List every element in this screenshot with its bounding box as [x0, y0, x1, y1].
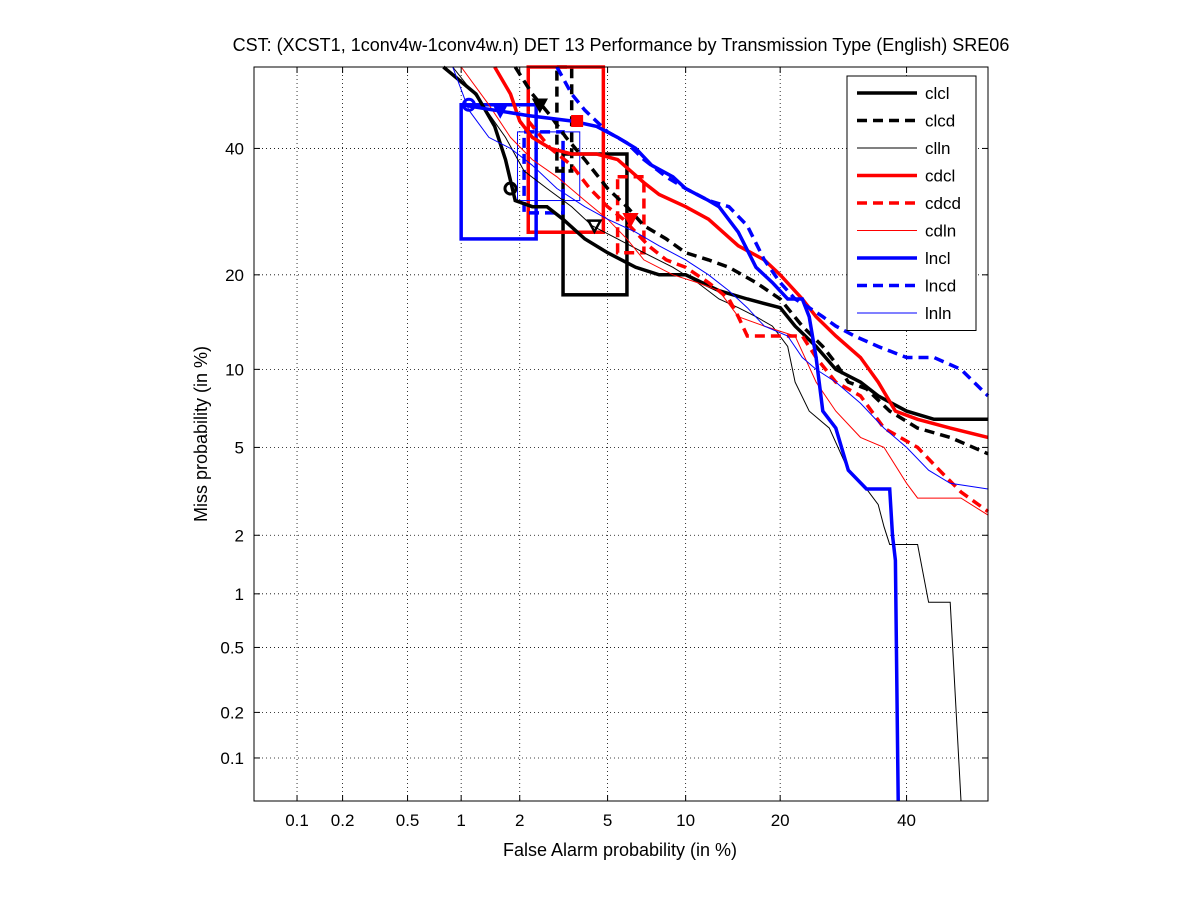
det-point-lncd [492, 103, 509, 119]
legend-label-lncl: lncl [925, 249, 951, 268]
x-tick-label: 2 [515, 811, 524, 830]
x-axis-label: False Alarm probability (in %) [503, 840, 737, 860]
chart-title: CST: (XCST1, 1conv4w-1conv4w.n) DET 13 P… [233, 35, 1010, 55]
legend-label-clcl: clcl [925, 84, 950, 103]
legend-label-clln: clln [925, 139, 951, 158]
y-axis-label: Miss probability (in %) [191, 346, 211, 522]
series-line-cdcd [526, 119, 990, 513]
det-point-clcd [531, 98, 548, 114]
y-tick-label: 2 [235, 526, 244, 545]
y-tick-label: 10 [225, 360, 244, 379]
series-line-lncd [555, 66, 990, 398]
x-tick-label: 10 [676, 811, 695, 830]
y-tick-label: 1 [235, 585, 244, 604]
x-tick-label: 1 [456, 811, 465, 830]
x-tick-label: 20 [771, 811, 790, 830]
x-tick-label: 0.5 [396, 811, 420, 830]
y-tick-label: 5 [235, 438, 244, 457]
x-tick-label: 5 [603, 811, 612, 830]
y-tick-label: 0.2 [220, 703, 244, 722]
det-point-cdcd [622, 212, 639, 228]
det-point-lncl [461, 97, 476, 112]
legend-label-cdcd: cdcd [925, 194, 961, 213]
y-tick-label: 0.1 [220, 749, 244, 768]
det-point-clln [586, 219, 603, 235]
y-tick-label: 20 [225, 266, 244, 285]
legend-label-cdcl: cdcl [925, 167, 955, 186]
y-tick-label: 40 [225, 139, 244, 158]
series-line-clln [452, 66, 962, 802]
series-line-lnln [452, 66, 989, 490]
series-line-clcd [513, 66, 989, 456]
det-point-clcl [503, 181, 518, 196]
legend-label-lncd: lncd [925, 277, 956, 296]
x-tick-label: 0.2 [331, 811, 355, 830]
legend-label-clcd: clcd [925, 112, 955, 131]
det-point-cdcl [571, 114, 584, 127]
legend-label-cdln: cdln [925, 222, 956, 241]
y-axis-ticks: 0.1 0.2 0.5 1 2 5 10 20 40 [220, 139, 988, 768]
legend: clcl clcd clln cdcl cdcd cdln lncl lncd lnln [846, 75, 977, 331]
series-line-cdln [460, 66, 989, 516]
det-point-markers [461, 97, 639, 235]
x-tick-label: 0.1 [285, 811, 309, 830]
x-axis-ticks: 0.1 0.2 0.5 1 2 5 10 20 40 [285, 67, 916, 830]
confidence-box-lnln [516, 131, 581, 202]
legend-label-lnln: lnln [925, 304, 951, 323]
series-line-cdcl [493, 66, 989, 440]
x-tick-label: 40 [897, 811, 916, 830]
y-tick-label: 0.5 [220, 638, 244, 657]
plot-frame [253, 66, 989, 802]
